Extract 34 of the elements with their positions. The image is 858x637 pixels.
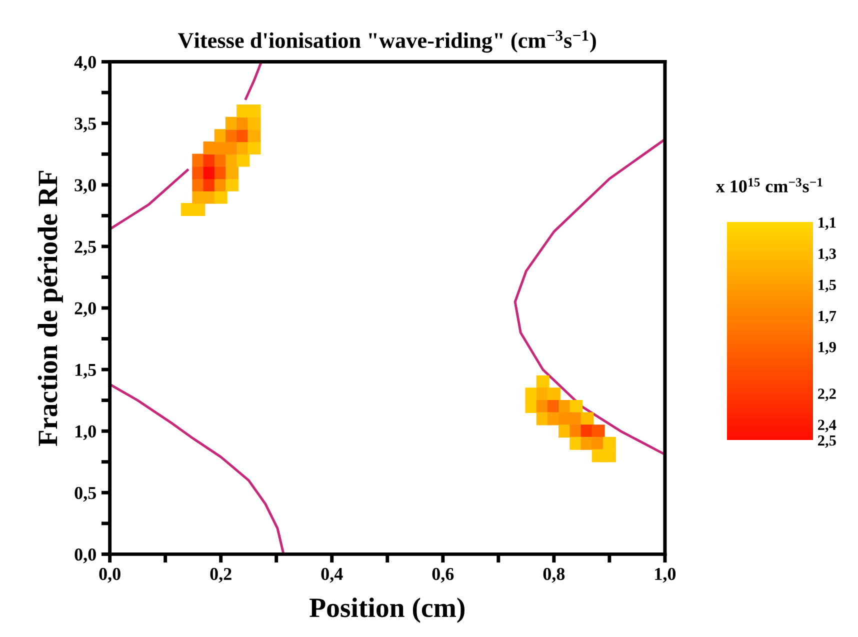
point (536, 375, 550, 388)
y-tick-label: 2,0 (74, 302, 96, 318)
chart-title: Vitesse d'ionisation "wave-riding" (cm$^{−3}$s$^{−1}$) (178, 30, 596, 53)
line-series (514, 138, 665, 456)
line-series (110, 383, 285, 554)
point (248, 116, 261, 130)
y-tick-label: 1,5 (76, 364, 96, 379)
x-tick-label: 0,0 (99, 568, 120, 583)
color-bar-label: 1,3 (818, 248, 836, 262)
y-tick-label: 3,0 (74, 179, 96, 194)
y-tick-label: 4,0 (74, 56, 96, 71)
x-tick-label: 0,8 (543, 568, 565, 583)
color-bar-label: 1,5 (818, 280, 836, 292)
color-bar-label: 1,9 (818, 342, 836, 354)
color-bar-label: 2,4 (818, 420, 836, 432)
y-axis-title: Fraction de période RF (38, 170, 63, 446)
point (248, 129, 261, 142)
x-tick-label: 1,0 (655, 568, 676, 583)
x-tick-label: 0,6 (432, 568, 454, 583)
point (580, 412, 594, 426)
point (214, 190, 228, 204)
y-tick-label: 1,0 (76, 425, 96, 440)
x-axis-title: Position (cm) (310, 598, 464, 623)
color-bar-label: 1,1 (818, 218, 836, 230)
y-tick-label: 2,5 (74, 240, 96, 256)
color-bar-label: 1,7 (818, 310, 836, 324)
y-tick-label: 0,5 (74, 486, 96, 502)
y-tick-label: 0,0 (74, 548, 96, 564)
color-bar-label: 2,2 (818, 388, 836, 402)
y-tick-label: 3,5 (74, 118, 96, 132)
x-tick-label: 0,2 (210, 568, 232, 583)
color-bar-label: 2,5 (818, 435, 836, 448)
x-tick-label: 0,4 (321, 568, 343, 583)
color-bar-title: x 10$^{15}$ cm$^{−3}$s$^{−1}$ (716, 178, 822, 192)
